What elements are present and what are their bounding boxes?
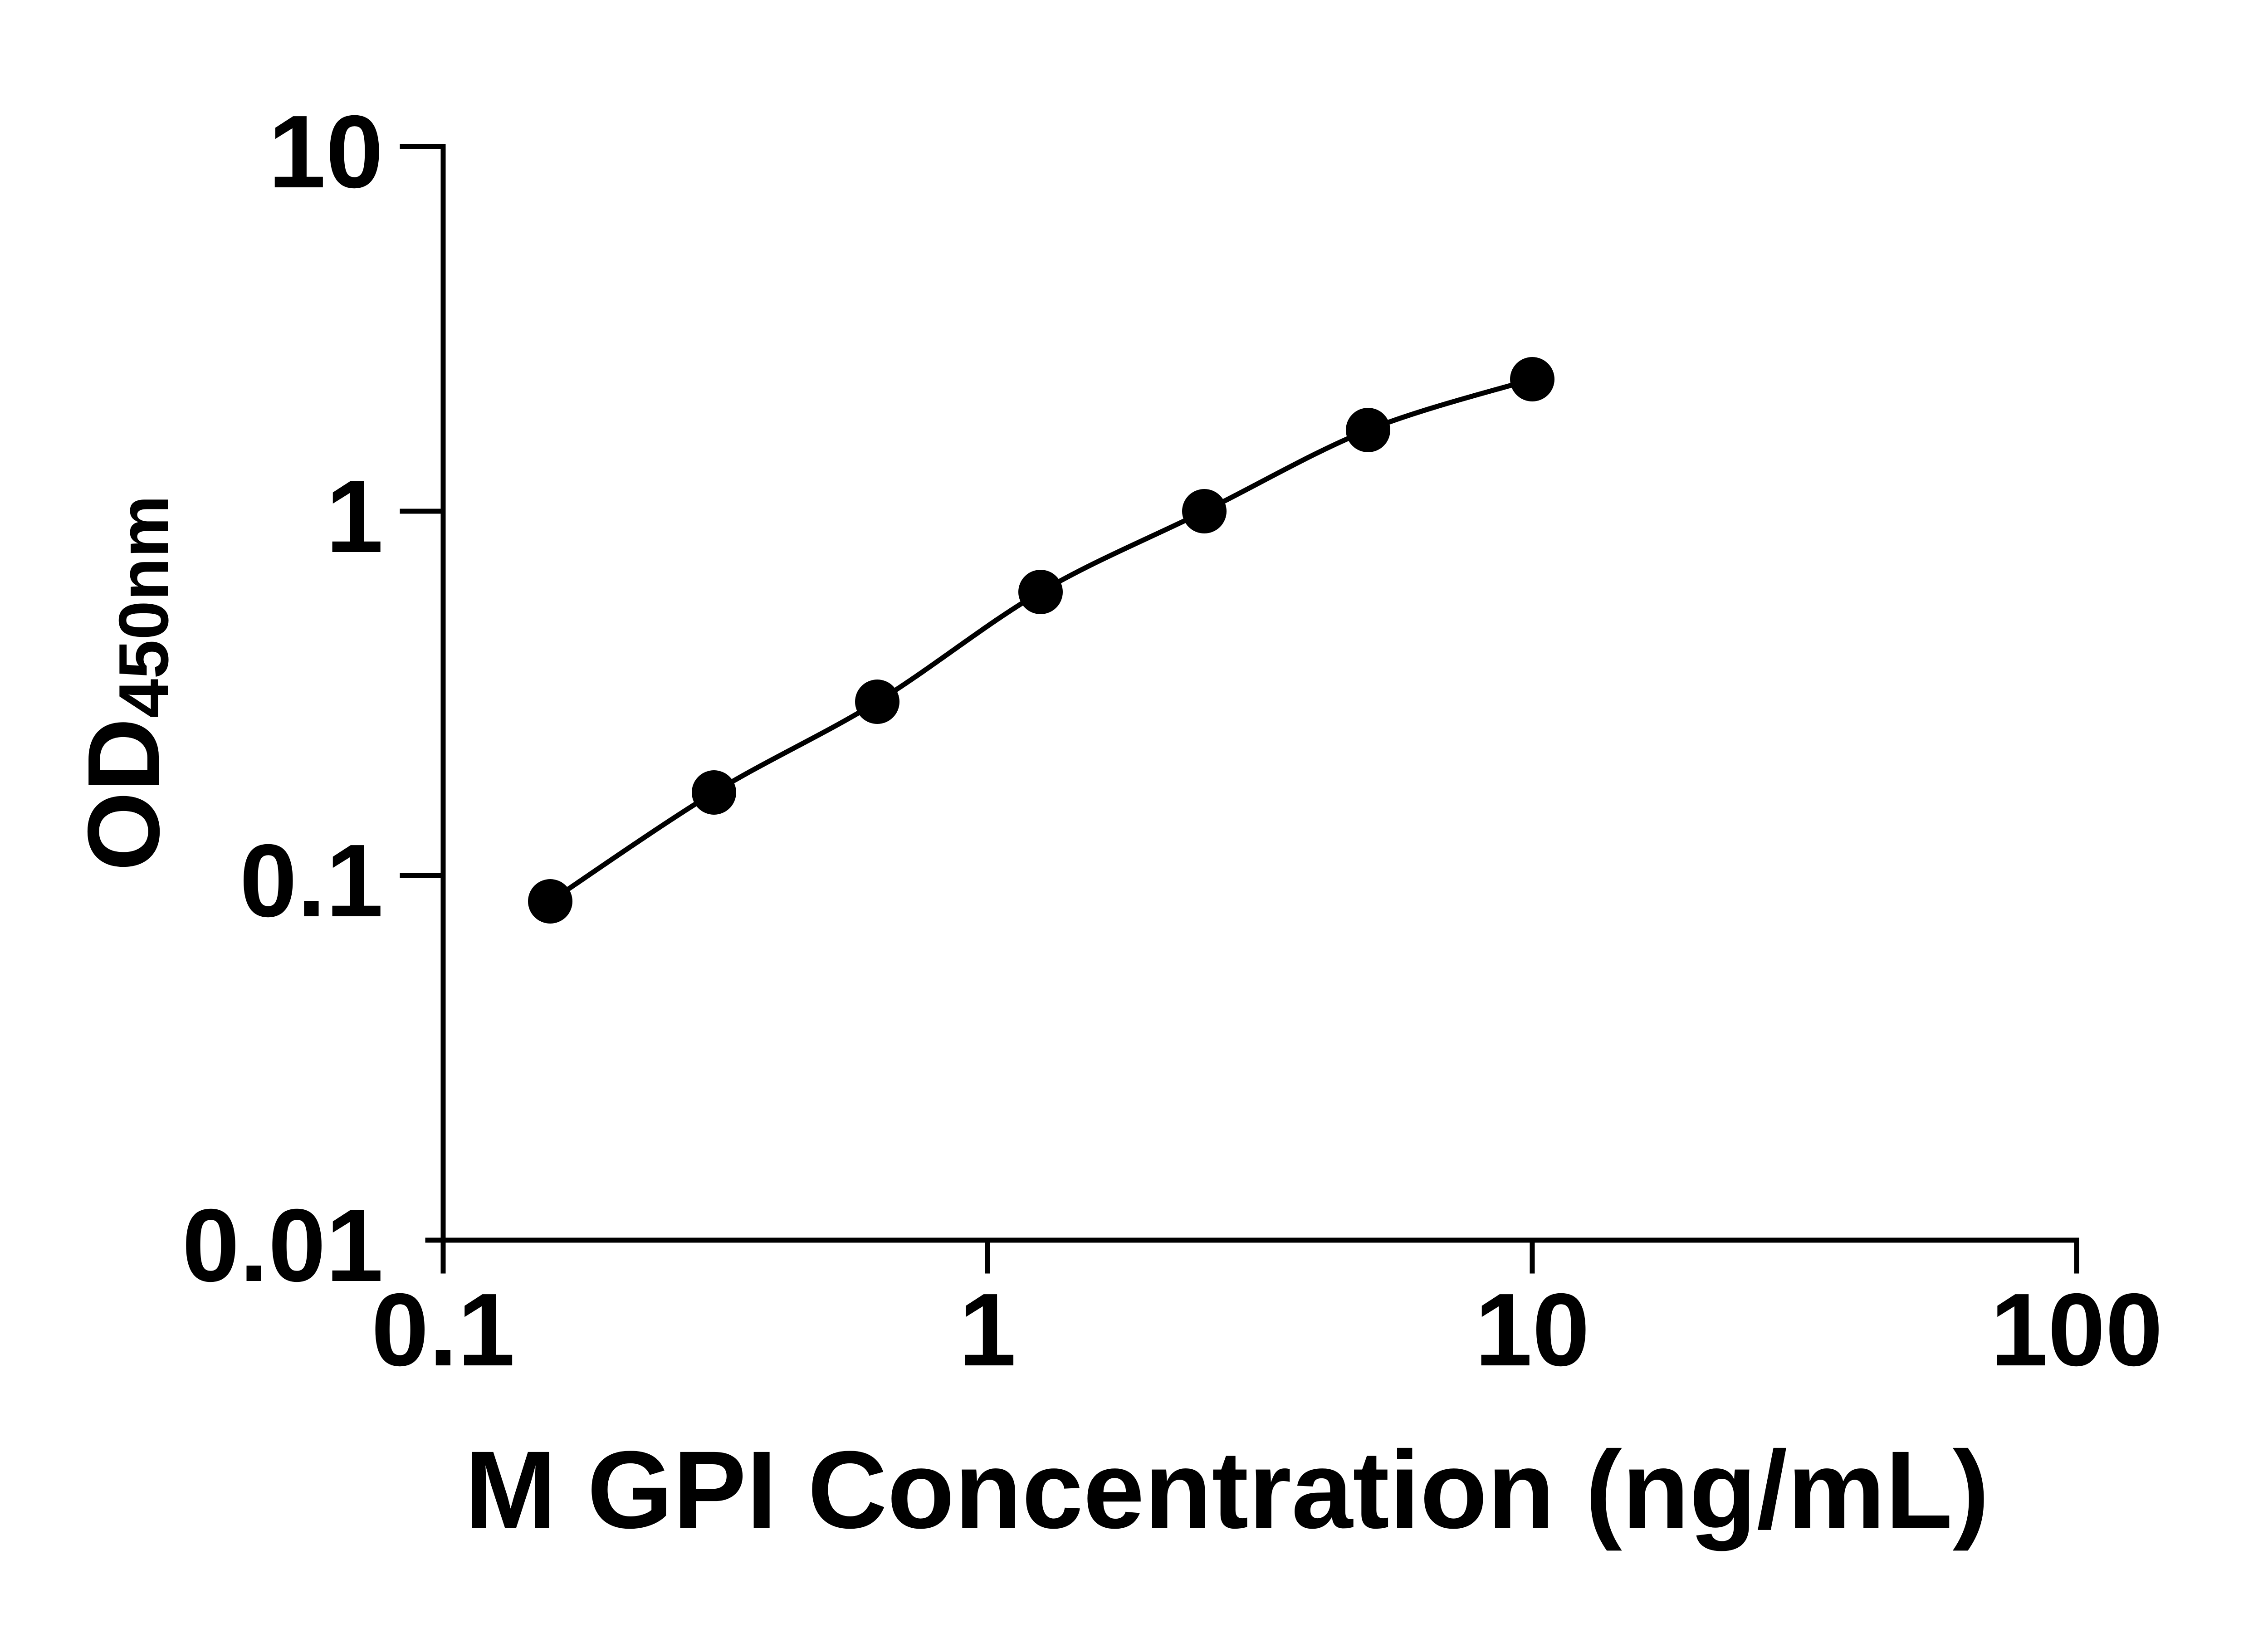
svg-text:1: 1: [326, 459, 383, 574]
svg-text:0.1: 0.1: [371, 1272, 515, 1388]
svg-text:10: 10: [1475, 1272, 1590, 1388]
svg-text:M GPI Concentration (ng/mL): M GPI Concentration (ng/mL): [464, 1428, 1989, 1551]
svg-text:10: 10: [268, 94, 383, 210]
svg-text:100: 100: [1990, 1272, 2163, 1388]
svg-text:0.01: 0.01: [182, 1188, 383, 1303]
svg-text:1: 1: [959, 1272, 1017, 1388]
svg-text:0.1: 0.1: [240, 823, 383, 939]
